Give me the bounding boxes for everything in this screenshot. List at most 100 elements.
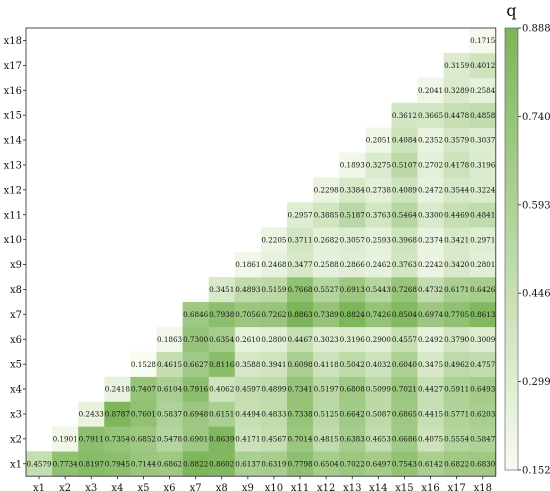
cell-value-label: 0.6497 [366,459,392,468]
x-tick-label: x10 [265,483,283,491]
heatmap-cell [365,227,392,253]
heatmap-cell [260,351,288,377]
heatmap-cell [391,426,418,452]
heatmap-cell [208,376,236,402]
colorbar-tick-label: 0.4464 [522,289,550,300]
y-tick-label: x12 [4,185,22,196]
cell-value-label: 0.4089 [392,185,418,194]
heatmap-cell [469,28,497,54]
y-tick-label: x2 [10,434,22,445]
heatmap-cell [339,202,366,228]
heatmap-cell [365,152,392,178]
plot-area: 0.4579 0.7734 0.8197 0.7945 0.7144 0.6862 0.88… [26,28,497,477]
cell-value-label: 0.6913 [340,285,366,294]
heatmap-cell [469,401,497,427]
cell-value-label: 0.6354 [209,335,235,344]
heatmap-cell [104,401,131,427]
cell-value-label: 0.6171 [444,285,469,294]
cell-value-label: 0.3544 [444,185,470,194]
heatmap-cell [130,426,157,452]
x-tick-label: x16 [421,483,439,491]
heatmap-cell [365,177,392,203]
y-tick-label: x9 [10,260,22,271]
cell-value-label: 0.3475 [418,360,444,369]
heatmap-cell [104,376,131,402]
cell-value-label: 0.5847 [470,434,496,443]
x-tick-label: x12 [317,483,335,491]
heatmap-cell [417,202,444,228]
heatmap-cell [260,426,288,452]
y-tick-label: x18 [4,36,22,47]
colorbar-tick-label: 0.1520 [522,466,550,477]
cell-value-label: 0.6426 [470,285,496,294]
heatmap-cell [182,426,209,452]
cell-value-label: 0.8863 [287,310,313,319]
cell-value-label: 0.7021 [392,385,417,394]
heatmap-cell [313,227,340,253]
cell-value-label: 0.7014 [287,434,313,443]
cell-value-label: 0.3763 [366,210,392,219]
cell-value-label: 0.7911 [79,434,104,443]
heatmap-cell [156,351,183,377]
cell-value-label: 0.6203 [470,410,496,419]
cell-value-label: 0.2418 [105,385,131,394]
heatmap-cell [313,202,340,228]
cell-value-label: 0.4841 [470,210,495,219]
heatmap-cell [234,252,262,278]
cell-value-label: 0.4062 [209,385,234,394]
cell-value-label: 0.2051 [366,136,391,145]
cell-value-label: 0.7389 [314,310,340,319]
cell-value-label: 0.4171 [235,434,260,443]
x-tick-label: x15 [395,483,413,491]
cell-value-label: 0.3588 [235,360,261,369]
heatmap-cell [469,326,497,352]
heatmap-cell [287,301,314,328]
heatmap-cell [443,52,470,79]
cell-value-label: 0.7268 [392,285,418,294]
cell-value-label: 0.5187 [340,210,366,219]
cell-value-label: 0.3763 [392,260,418,269]
heatmap-cell [391,326,418,352]
heatmap-cell [417,102,444,128]
x-tick-label: x6 [164,483,176,491]
colorbar-gradient [504,27,519,471]
heatmap-cell [208,277,236,303]
cell-value-label: 0.8197 [79,459,105,468]
heatmap-cell [391,351,418,377]
cell-value-label: 0.6383 [340,434,366,443]
heatmap-cell [417,301,444,328]
y-axis: x1 x2 x3 x4 x5 x6 x7 x8 x9 x10 x11 x12 x13 x14 x15 x16 x… [4,36,26,470]
colorbar-tick-label: 0.2992 [522,377,550,388]
x-tick-label: x18 [474,483,492,491]
heatmap-cell [443,77,470,103]
plot-frame [25,27,497,477]
x-tick-label: x3 [85,483,97,491]
cell-value-label: 0.6104 [157,385,183,394]
heatmap-cell [287,451,314,477]
heatmap-cell [287,401,314,427]
x-tick-label: x8 [216,483,228,491]
cell-value-label: 0.2472 [418,185,443,194]
heatmap-cell [130,376,157,402]
cell-value-label: 0.2738 [366,185,392,194]
cell-value-label: 0.4962 [444,360,469,369]
cell-value-label: 0.6686 [392,434,418,443]
cell-value-label: 0.1715 [470,36,496,45]
cell-value-label: 0.2957 [287,210,313,219]
heatmap-cell [365,277,392,303]
heatmap-cell [339,301,366,328]
cell-value-label: 0.4467 [287,335,313,344]
cell-value-label: 0.2468 [261,260,287,269]
cell-value-label: 0.7407 [131,385,157,394]
heatmap-cell [339,326,366,352]
cell-value-label: 0.3420 [444,260,470,269]
heatmap-cell [417,177,444,203]
heatmap-cell [260,376,288,402]
cell-value-label: 0.2242 [418,260,443,269]
x-tick-label: x5 [137,483,149,491]
cell-value-label: 0.6901 [183,434,208,443]
heatmap-cell [260,451,288,477]
heatmap-cell [391,127,418,153]
heatmap-cell [208,301,236,328]
